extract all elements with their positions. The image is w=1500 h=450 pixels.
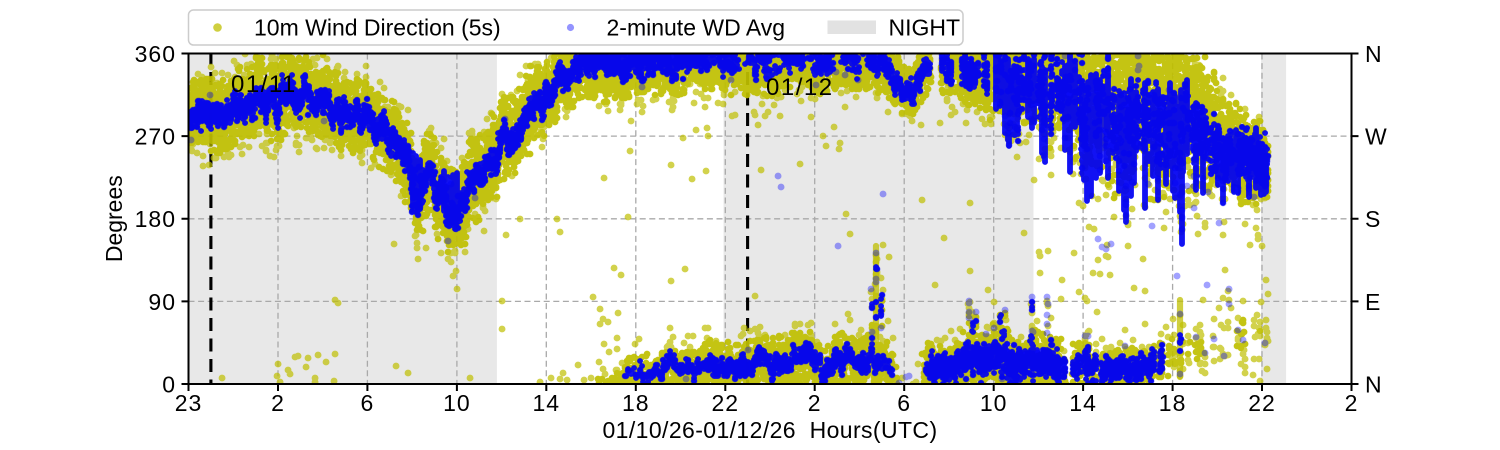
svg-text:Degrees: Degrees bbox=[101, 175, 127, 262]
svg-text:2: 2 bbox=[1345, 390, 1359, 416]
svg-text:2: 2 bbox=[271, 390, 285, 416]
svg-text:01/11: 01/11 bbox=[231, 71, 297, 98]
svg-text:W: W bbox=[1365, 124, 1387, 150]
svg-text:22: 22 bbox=[712, 390, 740, 416]
svg-text:N: N bbox=[1365, 41, 1382, 67]
svg-text:180: 180 bbox=[135, 206, 176, 232]
svg-text:18: 18 bbox=[622, 390, 650, 416]
svg-text:0: 0 bbox=[162, 372, 176, 398]
svg-text:14: 14 bbox=[533, 390, 561, 416]
svg-text:14: 14 bbox=[1069, 390, 1097, 416]
svg-text:NIGHT: NIGHT bbox=[889, 15, 961, 41]
svg-text:6: 6 bbox=[897, 390, 911, 416]
svg-text:2: 2 bbox=[808, 390, 822, 416]
svg-text:22: 22 bbox=[1248, 390, 1276, 416]
svg-text:E: E bbox=[1365, 289, 1380, 315]
svg-text:2-minute WD Avg: 2-minute WD Avg bbox=[607, 15, 786, 41]
svg-text:01/12: 01/12 bbox=[766, 74, 834, 101]
svg-text:N: N bbox=[1365, 372, 1382, 398]
svg-text:10: 10 bbox=[443, 390, 471, 416]
svg-text:90: 90 bbox=[148, 289, 176, 315]
svg-text:270: 270 bbox=[135, 124, 176, 150]
svg-text:23: 23 bbox=[175, 390, 203, 416]
svg-text:10m Wind Direction (5s): 10m Wind Direction (5s) bbox=[254, 15, 501, 41]
svg-text:01/10/26-01/12/26 Hours(UTC): 01/10/26-01/12/26 Hours(UTC) bbox=[602, 417, 937, 443]
svg-text:6: 6 bbox=[361, 390, 375, 416]
svg-text:10: 10 bbox=[980, 390, 1008, 416]
svg-text:18: 18 bbox=[1159, 390, 1187, 416]
svg-text:S: S bbox=[1365, 206, 1380, 232]
svg-text:360: 360 bbox=[135, 41, 176, 67]
